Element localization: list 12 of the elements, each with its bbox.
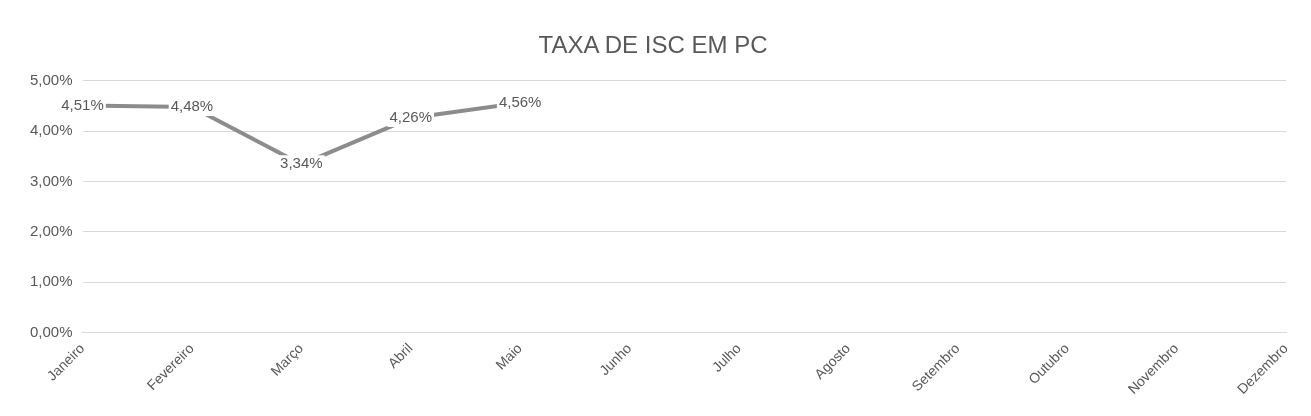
data-label: 4,48% — [170, 97, 214, 115]
chart-title: TAXA DE ISC EM PC — [538, 31, 768, 59]
data-label: 4,26% — [389, 108, 433, 126]
y-tick-label: 2,00% — [29, 221, 73, 239]
y-tick-label: 1,00% — [29, 272, 73, 290]
data-label: 4,56% — [498, 93, 542, 111]
data-label: 3,34% — [280, 154, 323, 172]
y-tick-label: 0,00% — [29, 322, 73, 340]
y-tick-label: 3,00% — [29, 171, 73, 189]
data-label: 4,51% — [61, 95, 104, 113]
y-tick-label: 4,00% — [29, 121, 73, 139]
y-tick-label: 5,00% — [29, 70, 73, 88]
